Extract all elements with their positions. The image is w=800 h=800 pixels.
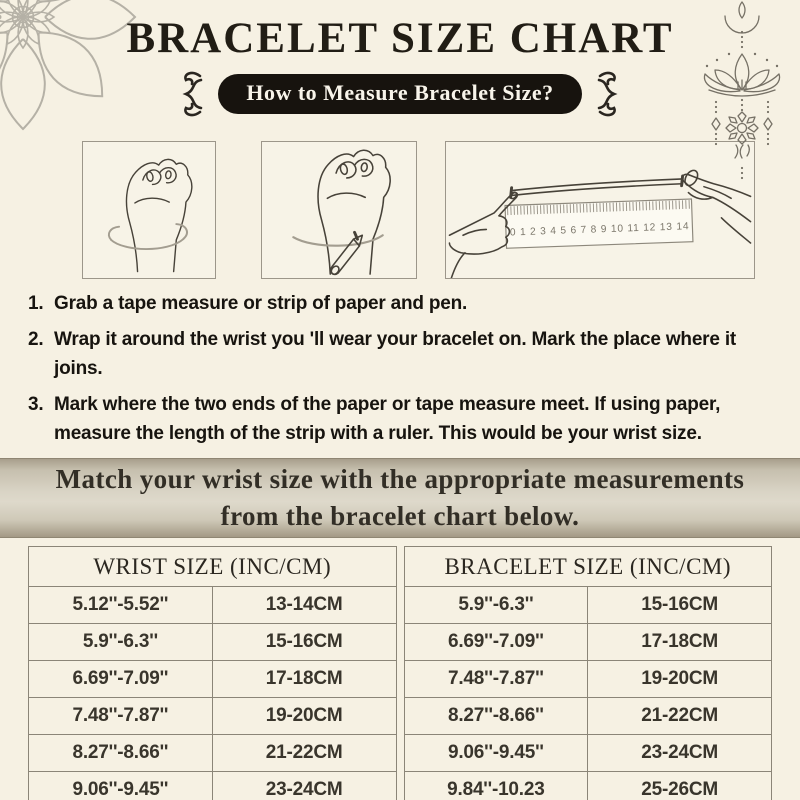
bracelet-inches: 5.9''-6.3'' [403,586,589,624]
bracelet-inches: 6.69''-7.09'' [403,623,589,661]
step-text: Mark where the two ends of the paper or … [54,394,721,444]
table-row: 6.69''-7.09'' 17-18CM [403,623,772,661]
illustration-measure-with-ruler: 0 1 2 3 4 5 6 7 8 9 10 11 12 13 14 [445,141,755,279]
table-row: 8.27''-8.66'' 21-22CM [403,697,772,735]
bracelet-cm: 25-26CM [587,771,772,800]
wrist-cm: 15-16CM [211,623,397,661]
wrist-cm: 21-22CM [211,734,397,772]
bracelet-cm: 17-18CM [587,623,772,661]
instruction-step-1: 1. Grab a tape measure or strip of paper… [28,289,776,318]
bracelet-size-header: BRACELET SIZE (INC/CM) [403,546,772,587]
table-row: 6.69''-7.09'' 17-18CM [28,660,397,698]
step-text: Grab a tape measure or strip of paper an… [54,293,468,314]
hand-with-pen-icon [292,149,391,276]
wrist-cm: 17-18CM [211,660,397,698]
bracelet-inches: 9.84''-10.23 [403,771,589,800]
bracelet-size-table: BRACELET SIZE (INC/CM) 5.9''-6.3'' 15-16… [403,546,773,800]
bracelet-cm: 21-22CM [587,697,772,735]
bracelet-inches: 9.06''-9.45'' [403,734,589,772]
hands-ruler-icon: 0 1 2 3 4 5 6 7 8 9 10 11 12 13 14 [448,169,752,278]
table-row: 5.9''-6.3'' 15-16CM [28,623,397,661]
size-chart-tables: WRIST SIZE (INC/CM) 5.12''-5.52'' 13-14C… [28,546,772,800]
banner-text: Match your wrist size with the appropria… [55,464,745,531]
badge-row: How to Measure Bracelet Size? [0,71,800,117]
bracelet-cm: 23-24CM [587,734,772,772]
bracelet-cm: 19-20CM [587,660,772,698]
instruction-step-3: 3. Mark where the two ends of the paper … [28,390,776,448]
instructions-list: 1. Grab a tape measure or strip of paper… [28,289,776,448]
illustration-row: 0 1 2 3 4 5 6 7 8 9 10 11 12 13 14 [82,141,760,279]
wrist-cm: 19-20CM [211,697,397,735]
table-row: 9.06''-9.45'' 23-24CM [403,734,772,772]
match-size-banner: Match your wrist size with the appropria… [0,458,800,538]
bracelet-inches: 8.27''-8.66'' [403,697,589,735]
hand-with-tape-measure-icon [107,158,193,273]
wrist-inches: 5.12''-5.52'' [28,586,213,624]
step-number: 1. [28,293,44,314]
bracelet-cm: 15-16CM [587,586,772,624]
table-row: 9.84''-10.23 25-26CM [403,771,772,800]
wrist-inches: 7.48''-7.87'' [28,697,213,735]
right-flourish-icon [597,71,618,117]
table-row: 5.12''-5.52'' 13-14CM [28,586,397,624]
step-text: Wrap it around the wrist you 'll wear yo… [54,329,737,379]
step-number: 2. [28,329,44,350]
wrist-inches: 5.9''-6.3'' [28,623,213,661]
table-row: 7.48''-7.87'' 19-20CM [28,697,397,735]
wrist-inches: 6.69''-7.09'' [28,660,213,698]
wrist-cm: 13-14CM [211,586,397,624]
illustration-mark-with-pen [261,141,417,279]
how-to-measure-badge: How to Measure Bracelet Size? [218,74,582,114]
step-number: 3. [28,394,44,415]
page-title: BRACELET SIZE CHART [126,15,674,62]
table-row: 8.27''-8.66'' 21-22CM [28,734,397,772]
table-row: 7.48''-7.87'' 19-20CM [403,660,772,698]
wrist-inches: 8.27''-8.66'' [28,734,213,772]
wrist-size-header: WRIST SIZE (INC/CM) [28,546,397,587]
wrist-size-table: WRIST SIZE (INC/CM) 5.12''-5.52'' 13-14C… [28,546,397,800]
left-flourish-icon [182,71,203,117]
table-row: 5.9''-6.3'' 15-16CM [403,586,772,624]
instruction-step-2: 2. Wrap it around the wrist you 'll wear… [28,325,776,383]
wrist-cm: 23-24CM [211,771,397,800]
table-row: 9.06''-9.45'' 23-24CM [28,771,397,800]
illustration-tape-around-wrist [82,141,216,279]
wrist-inches: 9.06''-9.45'' [28,771,213,800]
bracelet-inches: 7.48''-7.87'' [403,660,589,698]
